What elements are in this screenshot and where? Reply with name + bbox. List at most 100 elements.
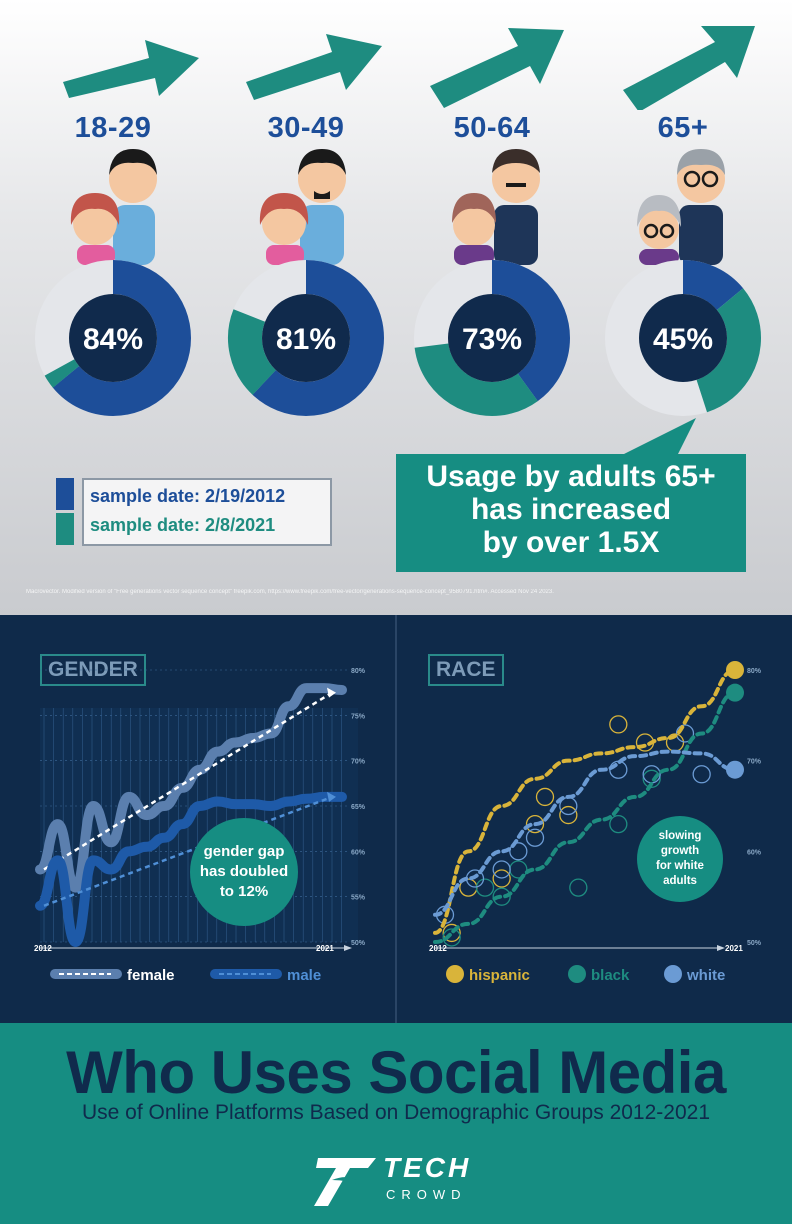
- tech-crowd-logo-icon: [314, 1158, 376, 1206]
- note-line-1: slowing: [658, 830, 702, 842]
- legend-box: [82, 478, 332, 546]
- senior-couple-icon: [637, 149, 725, 265]
- legend-swatch-black: [568, 965, 586, 983]
- hispanic-point: [535, 787, 555, 807]
- donut-chart-30-49: 81%: [228, 260, 384, 416]
- hispanic-point: [492, 869, 511, 888]
- y-tick-label: 60%: [747, 849, 762, 856]
- donut-segment-2012: [228, 260, 384, 416]
- y-tick-label: 55%: [351, 895, 366, 902]
- y-tick-label: 70%: [351, 759, 366, 766]
- callout-line-2: has increased: [470, 493, 672, 526]
- donut-chart-65-plus: 45%: [605, 260, 761, 416]
- age-group-18-29: 18-29 84%: [33, 20, 213, 420]
- black-series-line: [433, 690, 737, 944]
- hispanic-series-line: [433, 668, 737, 935]
- legend-label-hispanic: hispanic: [469, 967, 530, 984]
- donut-percent: 45%: [653, 323, 713, 356]
- gender-chart: 80% 75% 70% 65% 60% 55% 50% 2012 2021 female male: [34, 668, 366, 984]
- adult-couple-icon: [259, 149, 346, 265]
- legend-swatch-white: [664, 965, 682, 983]
- donut-center: [448, 294, 536, 382]
- race-panel-title: RACE: [428, 654, 504, 686]
- white-point: [525, 828, 545, 847]
- y-tick-label: 80%: [351, 668, 366, 675]
- gender-gap-note: gender gap has doubled to 12%: [190, 818, 298, 926]
- donut-center: [639, 294, 727, 382]
- donut-segment-2021: [35, 260, 191, 416]
- note-line-2: growth: [660, 845, 700, 857]
- age-group-50-64: 50-64 73%: [412, 20, 592, 420]
- black-point: [642, 769, 661, 788]
- legend-swatch-2012: [56, 478, 74, 510]
- legend-label-black: black: [591, 967, 630, 984]
- callout-line-1: Usage by adults 65+: [426, 460, 716, 493]
- image-credit: Macrovector. Modified version of "Free g…: [26, 589, 554, 595]
- hispanic-point: [609, 715, 628, 734]
- callout-box: [396, 418, 746, 572]
- legend-label-2012: sample date: 2/19/2012: [90, 486, 286, 506]
- arrow-up-right-icon: [246, 34, 382, 100]
- white-endpoint: [726, 760, 744, 779]
- male-trend-arrow: [327, 791, 336, 802]
- age-group-65-plus: 65+ 45%: [603, 20, 783, 420]
- y-tick-label: 75%: [351, 713, 366, 720]
- note-line-3: to 12%: [219, 883, 269, 900]
- donut-percent: 73%: [462, 323, 522, 356]
- donut-center: [69, 294, 157, 382]
- note-line-4: adults: [663, 875, 697, 887]
- footer-band: [0, 1023, 792, 1224]
- legend-swatch-2021: [56, 513, 74, 545]
- black-point: [475, 878, 495, 897]
- white-point: [509, 842, 528, 861]
- black-point: [569, 878, 588, 897]
- x-tick-label: 2012: [429, 944, 447, 953]
- age-label: 18-29: [74, 112, 152, 144]
- middle-aged-couple-icon: [452, 149, 540, 265]
- white-point: [692, 765, 711, 784]
- arrow-up-right-icon: [623, 26, 755, 110]
- male-trend-line: [43, 795, 333, 907]
- hispanic-point: [559, 805, 578, 825]
- y-tick-label: 60%: [351, 849, 366, 856]
- donut-chart-50-64: 73%: [414, 260, 570, 416]
- slowing-growth-note: slowing growth for white adults: [637, 816, 723, 902]
- legend-label-white: white: [686, 967, 725, 984]
- panel-divider: [395, 615, 397, 1023]
- hispanic-endpoint: [726, 661, 744, 679]
- x-axis-arrow: [344, 945, 352, 951]
- male-series-line: [35, 791, 347, 947]
- y-tick-label: 80%: [747, 668, 762, 675]
- female-trend-line: [43, 691, 333, 871]
- note-line-3: for white: [656, 860, 704, 872]
- note-line-1: gender gap: [203, 843, 285, 860]
- black-endpoint: [726, 683, 744, 702]
- hispanic-point: [442, 923, 461, 943]
- page-title: Who Uses Social Media: [66, 1039, 726, 1106]
- black-point: [492, 887, 511, 906]
- x-axis-arrow: [717, 945, 725, 951]
- black-point: [609, 814, 628, 834]
- donut-percent: 81%: [276, 323, 336, 356]
- age-label: 65+: [657, 112, 709, 144]
- legend-label-female: female: [127, 967, 175, 984]
- x-tick-label: 2021: [725, 944, 743, 953]
- hispanic-point: [525, 814, 545, 834]
- y-tick-label: 50%: [351, 940, 366, 947]
- age-label: 30-49: [267, 112, 345, 144]
- female-series-line: [35, 683, 347, 893]
- arrow-up-right-icon: [63, 40, 199, 98]
- female-trend-arrow: [327, 687, 336, 698]
- donut-segment-2021: [228, 260, 384, 416]
- legend-label-male: male: [287, 967, 321, 984]
- callout-text: Usage by adults 65+ has increased by ove…: [396, 460, 746, 559]
- logo-crowd-text: CROWD: [386, 1187, 467, 1202]
- age-group-30-49: 30-49 81%: [226, 20, 406, 420]
- donut-percent: 84%: [83, 323, 143, 356]
- race-chart: 80% 70% 60% 50% 2012 2021 hispanic black white: [429, 661, 762, 984]
- donut-segment-2012: [605, 260, 761, 416]
- donut-segment-2012: [35, 260, 191, 416]
- y-tick-label: 50%: [747, 940, 762, 947]
- white-point: [675, 724, 695, 743]
- note-line-2: has doubled: [199, 863, 289, 880]
